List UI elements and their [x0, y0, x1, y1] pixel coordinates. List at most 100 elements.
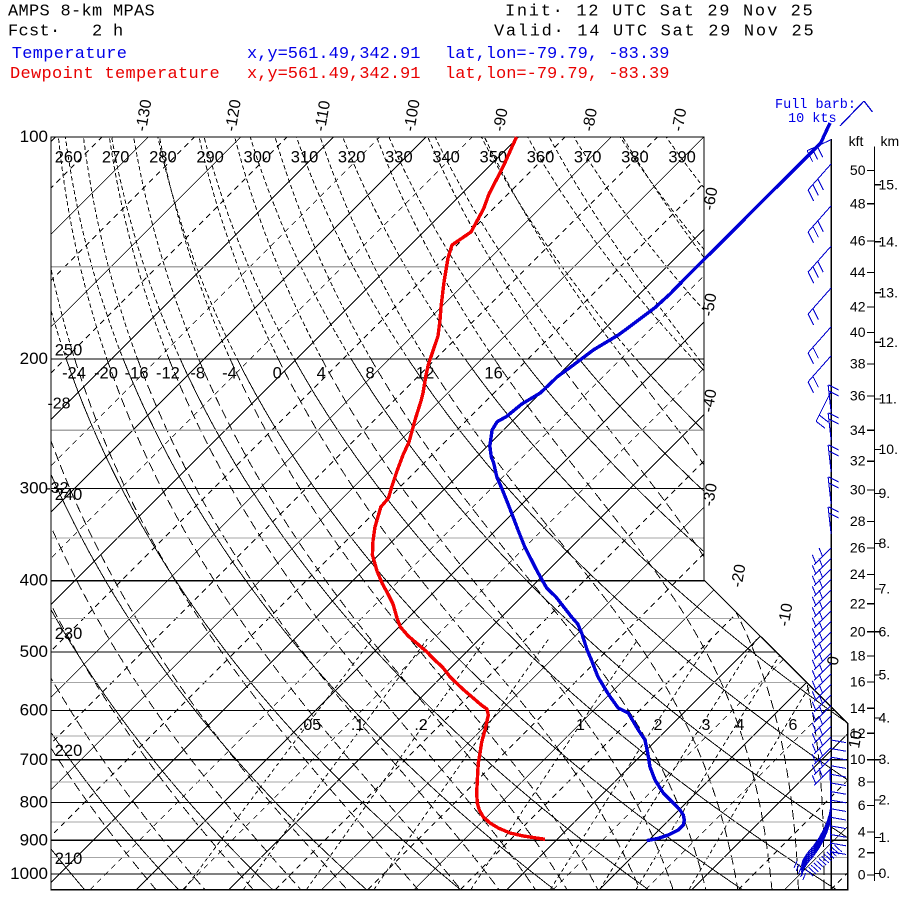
svg-text:50: 50	[850, 162, 866, 178]
svg-text:390: 390	[668, 149, 696, 167]
svg-text:-28: -28	[47, 396, 70, 413]
svg-text:Valid· 14 UTC Sat 29 Nov 25: Valid· 14 UTC Sat 29 Nov 25	[494, 23, 815, 42]
svg-text:300: 300	[20, 479, 48, 498]
svg-text:38: 38	[850, 356, 866, 372]
svg-text:8: 8	[858, 774, 866, 790]
svg-text:330: 330	[385, 149, 413, 167]
svg-text:8: 8	[366, 365, 375, 383]
svg-text:12: 12	[850, 725, 866, 741]
svg-text:1000: 1000	[10, 864, 48, 883]
svg-text:5.: 5.	[879, 667, 891, 683]
svg-text:.2: .2	[414, 717, 427, 734]
svg-text:-20: -20	[94, 365, 118, 383]
svg-text:10: 10	[846, 729, 866, 750]
svg-text:10.: 10.	[879, 441, 898, 457]
svg-text:3: 3	[702, 717, 711, 734]
svg-text:0: 0	[825, 655, 843, 667]
svg-text:44: 44	[850, 264, 866, 280]
svg-text:15.: 15.	[879, 176, 898, 192]
svg-text:250: 250	[55, 342, 83, 360]
svg-text:7.: 7.	[879, 581, 891, 597]
svg-text:260: 260	[55, 149, 83, 167]
svg-text:-70: -70	[670, 107, 691, 133]
svg-text:340: 340	[432, 149, 460, 167]
svg-text:1.: 1.	[879, 829, 891, 845]
svg-text:0.: 0.	[879, 865, 891, 881]
svg-text:-8: -8	[190, 365, 205, 383]
svg-text:x,y=561.49,342.91: x,y=561.49,342.91	[247, 65, 420, 84]
svg-text:700: 700	[20, 750, 48, 769]
svg-text:-12: -12	[156, 365, 180, 383]
svg-text:Init· 12 UTC Sat 29 Nov 25: Init· 12 UTC Sat 29 Nov 25	[505, 3, 814, 22]
svg-text:300: 300	[244, 149, 272, 167]
svg-text:-16: -16	[125, 365, 149, 383]
svg-text:-20: -20	[729, 563, 750, 589]
svg-text:14: 14	[850, 700, 866, 716]
svg-text:2: 2	[858, 844, 866, 860]
svg-text:Temperature: Temperature	[12, 45, 128, 64]
svg-text:-80: -80	[580, 107, 601, 133]
svg-text:-40: -40	[700, 388, 721, 414]
svg-text:800: 800	[20, 793, 48, 812]
svg-text:-60: -60	[701, 186, 722, 212]
svg-text:2: 2	[654, 717, 663, 734]
svg-text:500: 500	[20, 642, 48, 661]
svg-text:.1: .1	[351, 717, 364, 734]
svg-text:.05: .05	[299, 717, 321, 734]
svg-text:24: 24	[850, 566, 866, 582]
svg-text:30: 30	[850, 482, 866, 498]
svg-text:320: 320	[338, 149, 366, 167]
svg-text:18: 18	[850, 648, 866, 664]
svg-text:Fcst· 2 h: Fcst· 2 h	[8, 23, 124, 42]
svg-text:-100: -100	[401, 98, 423, 133]
svg-text:10 kts: 10 kts	[788, 112, 837, 127]
svg-text:kft: kft	[849, 133, 864, 149]
svg-text:200: 200	[20, 349, 48, 368]
svg-text:AMPS 8-km MPAS: AMPS 8-km MPAS	[8, 3, 155, 22]
svg-text:4: 4	[858, 824, 866, 840]
svg-text:1: 1	[576, 717, 585, 734]
svg-text:-32: -32	[45, 480, 68, 497]
svg-text:10: 10	[850, 751, 866, 767]
svg-text:240: 240	[55, 486, 83, 504]
svg-text:9.: 9.	[879, 485, 891, 501]
svg-text:350: 350	[480, 149, 508, 167]
svg-text:22: 22	[850, 595, 866, 611]
svg-text:4: 4	[736, 717, 745, 734]
svg-text:290: 290	[196, 149, 224, 167]
svg-text:270: 270	[102, 149, 130, 167]
svg-text:-50: -50	[700, 292, 721, 318]
svg-text:16: 16	[850, 674, 866, 690]
svg-text:Dewpoint temperature: Dewpoint temperature	[10, 65, 220, 84]
svg-text:310: 310	[291, 149, 319, 167]
svg-text:3.: 3.	[879, 751, 891, 767]
svg-text:8.: 8.	[879, 535, 891, 551]
svg-text:12.: 12.	[879, 334, 898, 350]
svg-text:16: 16	[484, 365, 502, 383]
svg-text:-10: -10	[776, 602, 797, 628]
svg-text:lat,lon=-79.79, -83.39: lat,lon=-79.79, -83.39	[445, 45, 669, 64]
svg-text:4: 4	[317, 365, 326, 383]
svg-text:600: 600	[20, 701, 48, 720]
svg-text:370: 370	[574, 149, 602, 167]
svg-text:0: 0	[858, 867, 866, 883]
svg-text:2.: 2.	[879, 792, 891, 808]
svg-text:20: 20	[850, 623, 866, 639]
svg-text:-110: -110	[312, 99, 334, 132]
svg-text:-4: -4	[222, 365, 237, 383]
svg-text:900: 900	[20, 830, 48, 849]
svg-text:6: 6	[789, 717, 798, 734]
svg-text:-30: -30	[700, 482, 721, 508]
svg-text:14.: 14.	[879, 233, 898, 249]
svg-text:400: 400	[20, 571, 48, 590]
svg-text:48: 48	[850, 195, 866, 211]
svg-text:36: 36	[850, 388, 866, 404]
svg-text:210: 210	[55, 850, 83, 868]
svg-text:0: 0	[273, 365, 282, 383]
svg-text:Full barb:: Full barb:	[775, 98, 856, 113]
svg-text:28: 28	[850, 513, 866, 529]
svg-text:32: 32	[850, 453, 866, 469]
svg-text:lat,lon=-79.79, -83.39: lat,lon=-79.79, -83.39	[445, 65, 669, 84]
svg-text:-90: -90	[491, 107, 512, 133]
svg-text:230: 230	[55, 625, 83, 643]
